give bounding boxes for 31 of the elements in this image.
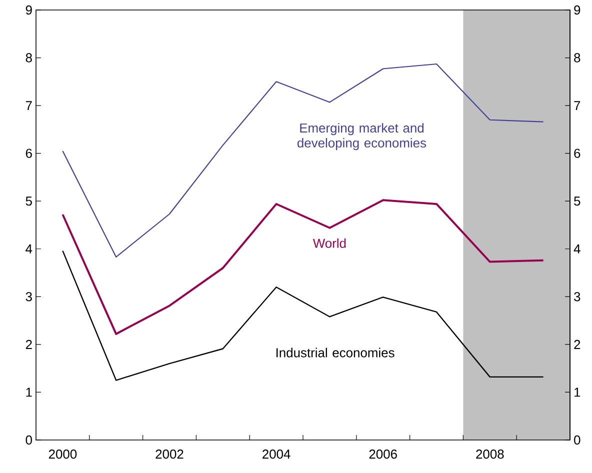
y2-tick-label: 2 [574,340,580,349]
y-tick-label: 6 [26,148,32,158]
y-tick-label: 9 [26,5,32,15]
x-tick-label: 2002 [156,450,184,459]
text: Industrial economies [276,348,394,358]
y2-tick-label: 6 [574,148,580,158]
y-tick-label: 2 [26,340,32,349]
x-tick-label: 2000 [48,450,77,459]
y-tick-label: 7 [26,101,32,110]
y-tick-label: 1 [26,388,32,397]
y2-tick-label: 0 [574,435,580,445]
x-tick-label: 2006 [369,450,397,459]
y-tick-label: 5 [26,196,32,206]
y2-tick-label: 4 [574,244,580,254]
series-label: World [312,238,346,248]
y2-tick-label: 7 [574,101,580,110]
y2-tick-label: 3 [574,292,580,302]
y-tick-label: 4 [26,244,32,254]
y2-tick-label: 9 [574,5,580,15]
text: Emerging market and developing economies [297,123,426,150]
line-series [62,63,544,258]
y-tick-label: 8 [26,53,32,62]
x-tick-label: 2008 [476,450,504,459]
y2-tick-label: 8 [574,53,580,62]
line-series [62,199,544,335]
line-series [62,250,544,381]
y-tick-label: 0 [26,435,32,445]
x-tick-label: 2004 [262,450,290,459]
y2-tick-label: 5 [574,196,580,206]
y-tick-label: 3 [26,292,32,302]
y2-tick-label: 1 [574,388,580,397]
